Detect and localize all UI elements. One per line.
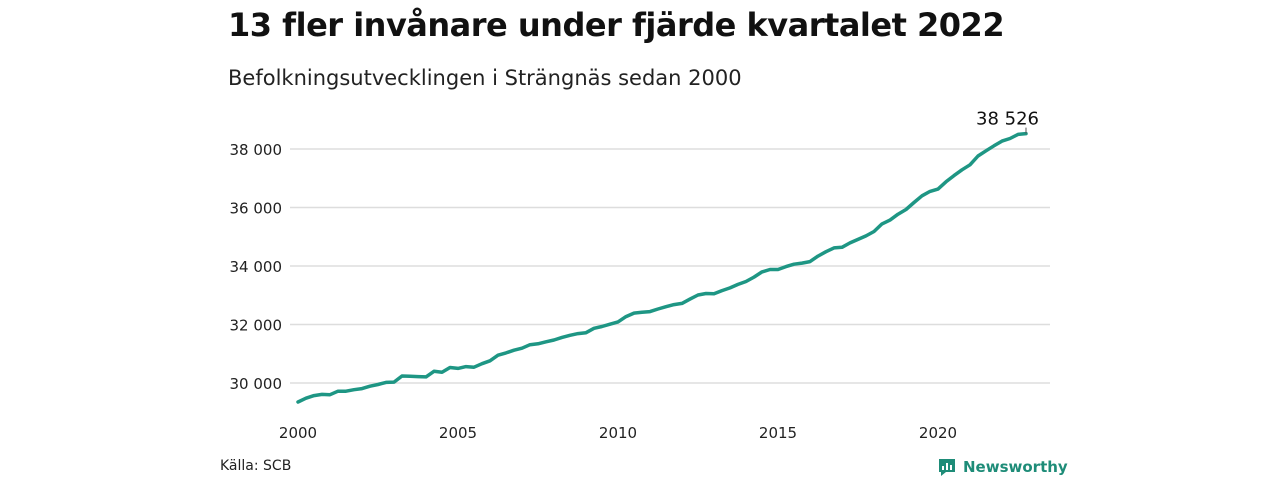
chart-subtitle: Befolkningsutvecklingen i Strängnäs seda…: [228, 66, 742, 90]
series-line: [296, 131, 1028, 404]
x-tick-label: 2020: [919, 424, 957, 442]
newsworthy-logo-icon: [939, 459, 955, 476]
y-tick-label: 32 000: [230, 317, 283, 335]
y-tick-label: 30 000: [230, 375, 283, 393]
y-tick-label: 36 000: [230, 200, 283, 218]
x-tick-label: 2005: [439, 424, 477, 442]
chart-title: 13 fler invånare under fjärde kvartalet …: [228, 6, 1005, 44]
x-tick-label: 2000: [279, 424, 317, 442]
brand-logo: Newsworthy: [937, 456, 1068, 478]
line-chart: 30 000 32 000 34 000 36 000 38 000 2000 2005 20…: [230, 109, 1050, 442]
x-tick-label: 2010: [599, 424, 637, 442]
end-value-label: 38 526: [976, 109, 1039, 130]
brand-name: Newsworthy: [963, 458, 1068, 476]
y-tick-label: 34 000: [230, 258, 283, 276]
source-note: Källa: SCB: [220, 458, 292, 474]
y-tick-label: 38 000: [230, 141, 283, 159]
x-tick-label: 2015: [759, 424, 797, 442]
